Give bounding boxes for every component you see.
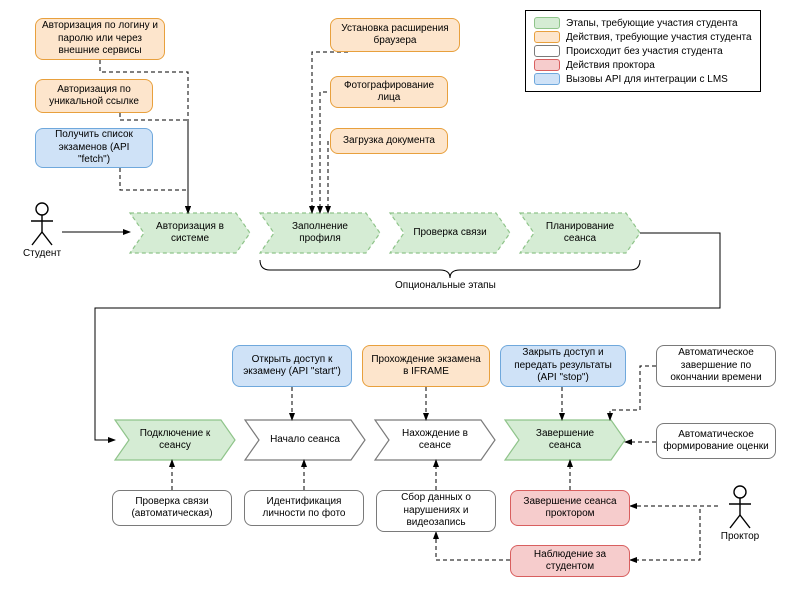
stage-s_auth: Авторизация в системе [146,213,234,253]
legend-row: Действия проктора [534,59,752,71]
legend-label: Этапы, требующие участия студента [566,18,738,29]
stage-s_profile: Заполнение профиля [276,213,364,253]
box-proc_end: Завершение сеанса проктором [510,490,630,526]
box-proc_watch: Наблюдение за студентом [510,545,630,577]
box-doc: Загрузка документа [330,128,448,154]
stage-b_in: Нахождение в сеансе [391,420,479,460]
stage-b_end: Завершение сеанса [521,420,609,460]
box-api_fetch: Получить список экзаменов (API "fetch") [35,128,153,168]
legend-row: Действия, требующие участия студента [534,31,752,43]
legend-row: Этапы, требующие участия студента [534,17,752,29]
box-api_stop: Закрыть доступ и передать результаты (AP… [500,345,626,387]
box-auto_grade: Автоматическое формирование оценки [656,423,776,459]
legend-swatch [534,31,560,43]
box-collect: Сбор данных о нарушениях и видеозапись [376,490,496,532]
box-auth_link: Авторизация по уникальной ссылке [35,79,153,113]
optional-stages-label: Опциональные этапы [395,280,496,291]
stage-s_plan: Планирование сеанса [536,213,624,253]
box-iframe: Прохождение экзамена в IFRAME [362,345,490,387]
box-ident: Идентификация личности по фото [244,490,364,526]
actor-proctor: Проктор [718,485,762,542]
legend-row: Происходит без участия студента [534,45,752,57]
legend-label: Действия проктора [566,60,655,71]
legend: Этапы, требующие участия студента Действи… [525,10,761,92]
legend-label: Происходит без участия студента [566,46,723,57]
box-ext: Установка расширения браузера [330,18,460,52]
stage-b_start: Начало сеанса [261,420,349,460]
legend-swatch [534,73,560,85]
legend-row: Вызовы API для интеграции с LMS [534,73,752,85]
stage-b_conn: Подключение к сеансу [131,420,219,460]
actor-proctor-label: Проктор [718,531,762,542]
box-auto_check: Проверка связи (автоматическая) [112,490,232,526]
legend-swatch [534,17,560,29]
actor-student-label: Студент [20,248,64,259]
legend-label: Вызовы API для интеграции с LMS [566,74,728,85]
box-photo: Фотографирование лица [330,76,448,108]
box-api_start: Открыть доступ к экзамену (API "start") [232,345,352,387]
legend-swatch [534,59,560,71]
actor-student: Студент [20,202,64,259]
box-auth_login: Авторизация по логину и паролю или через… [35,18,165,60]
legend-swatch [534,45,560,57]
stage-s_check: Проверка связи [406,213,494,253]
box-auto_end: Автоматическое завершение по окончании в… [656,345,776,387]
legend-label: Действия, требующие участия студента [566,32,752,43]
